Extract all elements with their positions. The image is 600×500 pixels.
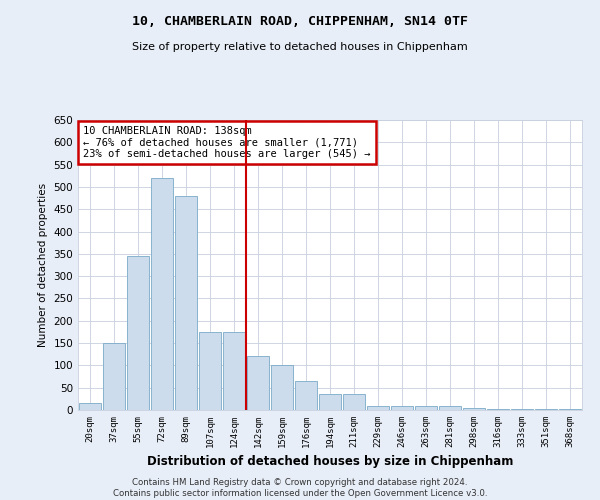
Bar (511, 408, 533, 410)
Bar (271, 366, 293, 410)
Bar (199, 332, 221, 410)
Bar (391, 406, 413, 410)
Bar (463, 408, 485, 410)
Bar (223, 332, 245, 410)
Bar (343, 394, 365, 410)
Bar (79, 404, 101, 410)
Bar (247, 356, 269, 410)
Bar (295, 381, 317, 410)
Y-axis label: Number of detached properties: Number of detached properties (38, 183, 48, 347)
Bar (127, 256, 149, 410)
Bar (415, 406, 437, 410)
Bar (319, 394, 341, 410)
Bar (103, 343, 125, 410)
Bar (487, 408, 509, 410)
Bar (175, 196, 197, 410)
Text: 10, CHAMBERLAIN ROAD, CHIPPENHAM, SN14 0TF: 10, CHAMBERLAIN ROAD, CHIPPENHAM, SN14 0… (132, 15, 468, 28)
X-axis label: Distribution of detached houses by size in Chippenham: Distribution of detached houses by size … (147, 456, 513, 468)
Bar (151, 178, 173, 410)
Text: 10 CHAMBERLAIN ROAD: 138sqm
← 76% of detached houses are smaller (1,771)
23% of : 10 CHAMBERLAIN ROAD: 138sqm ← 76% of det… (83, 126, 371, 159)
Bar (367, 406, 389, 410)
Bar (559, 408, 581, 410)
Bar (439, 406, 461, 410)
Text: Contains HM Land Registry data © Crown copyright and database right 2024.
Contai: Contains HM Land Registry data © Crown c… (113, 478, 487, 498)
Text: Size of property relative to detached houses in Chippenham: Size of property relative to detached ho… (132, 42, 468, 52)
Bar (535, 408, 557, 410)
